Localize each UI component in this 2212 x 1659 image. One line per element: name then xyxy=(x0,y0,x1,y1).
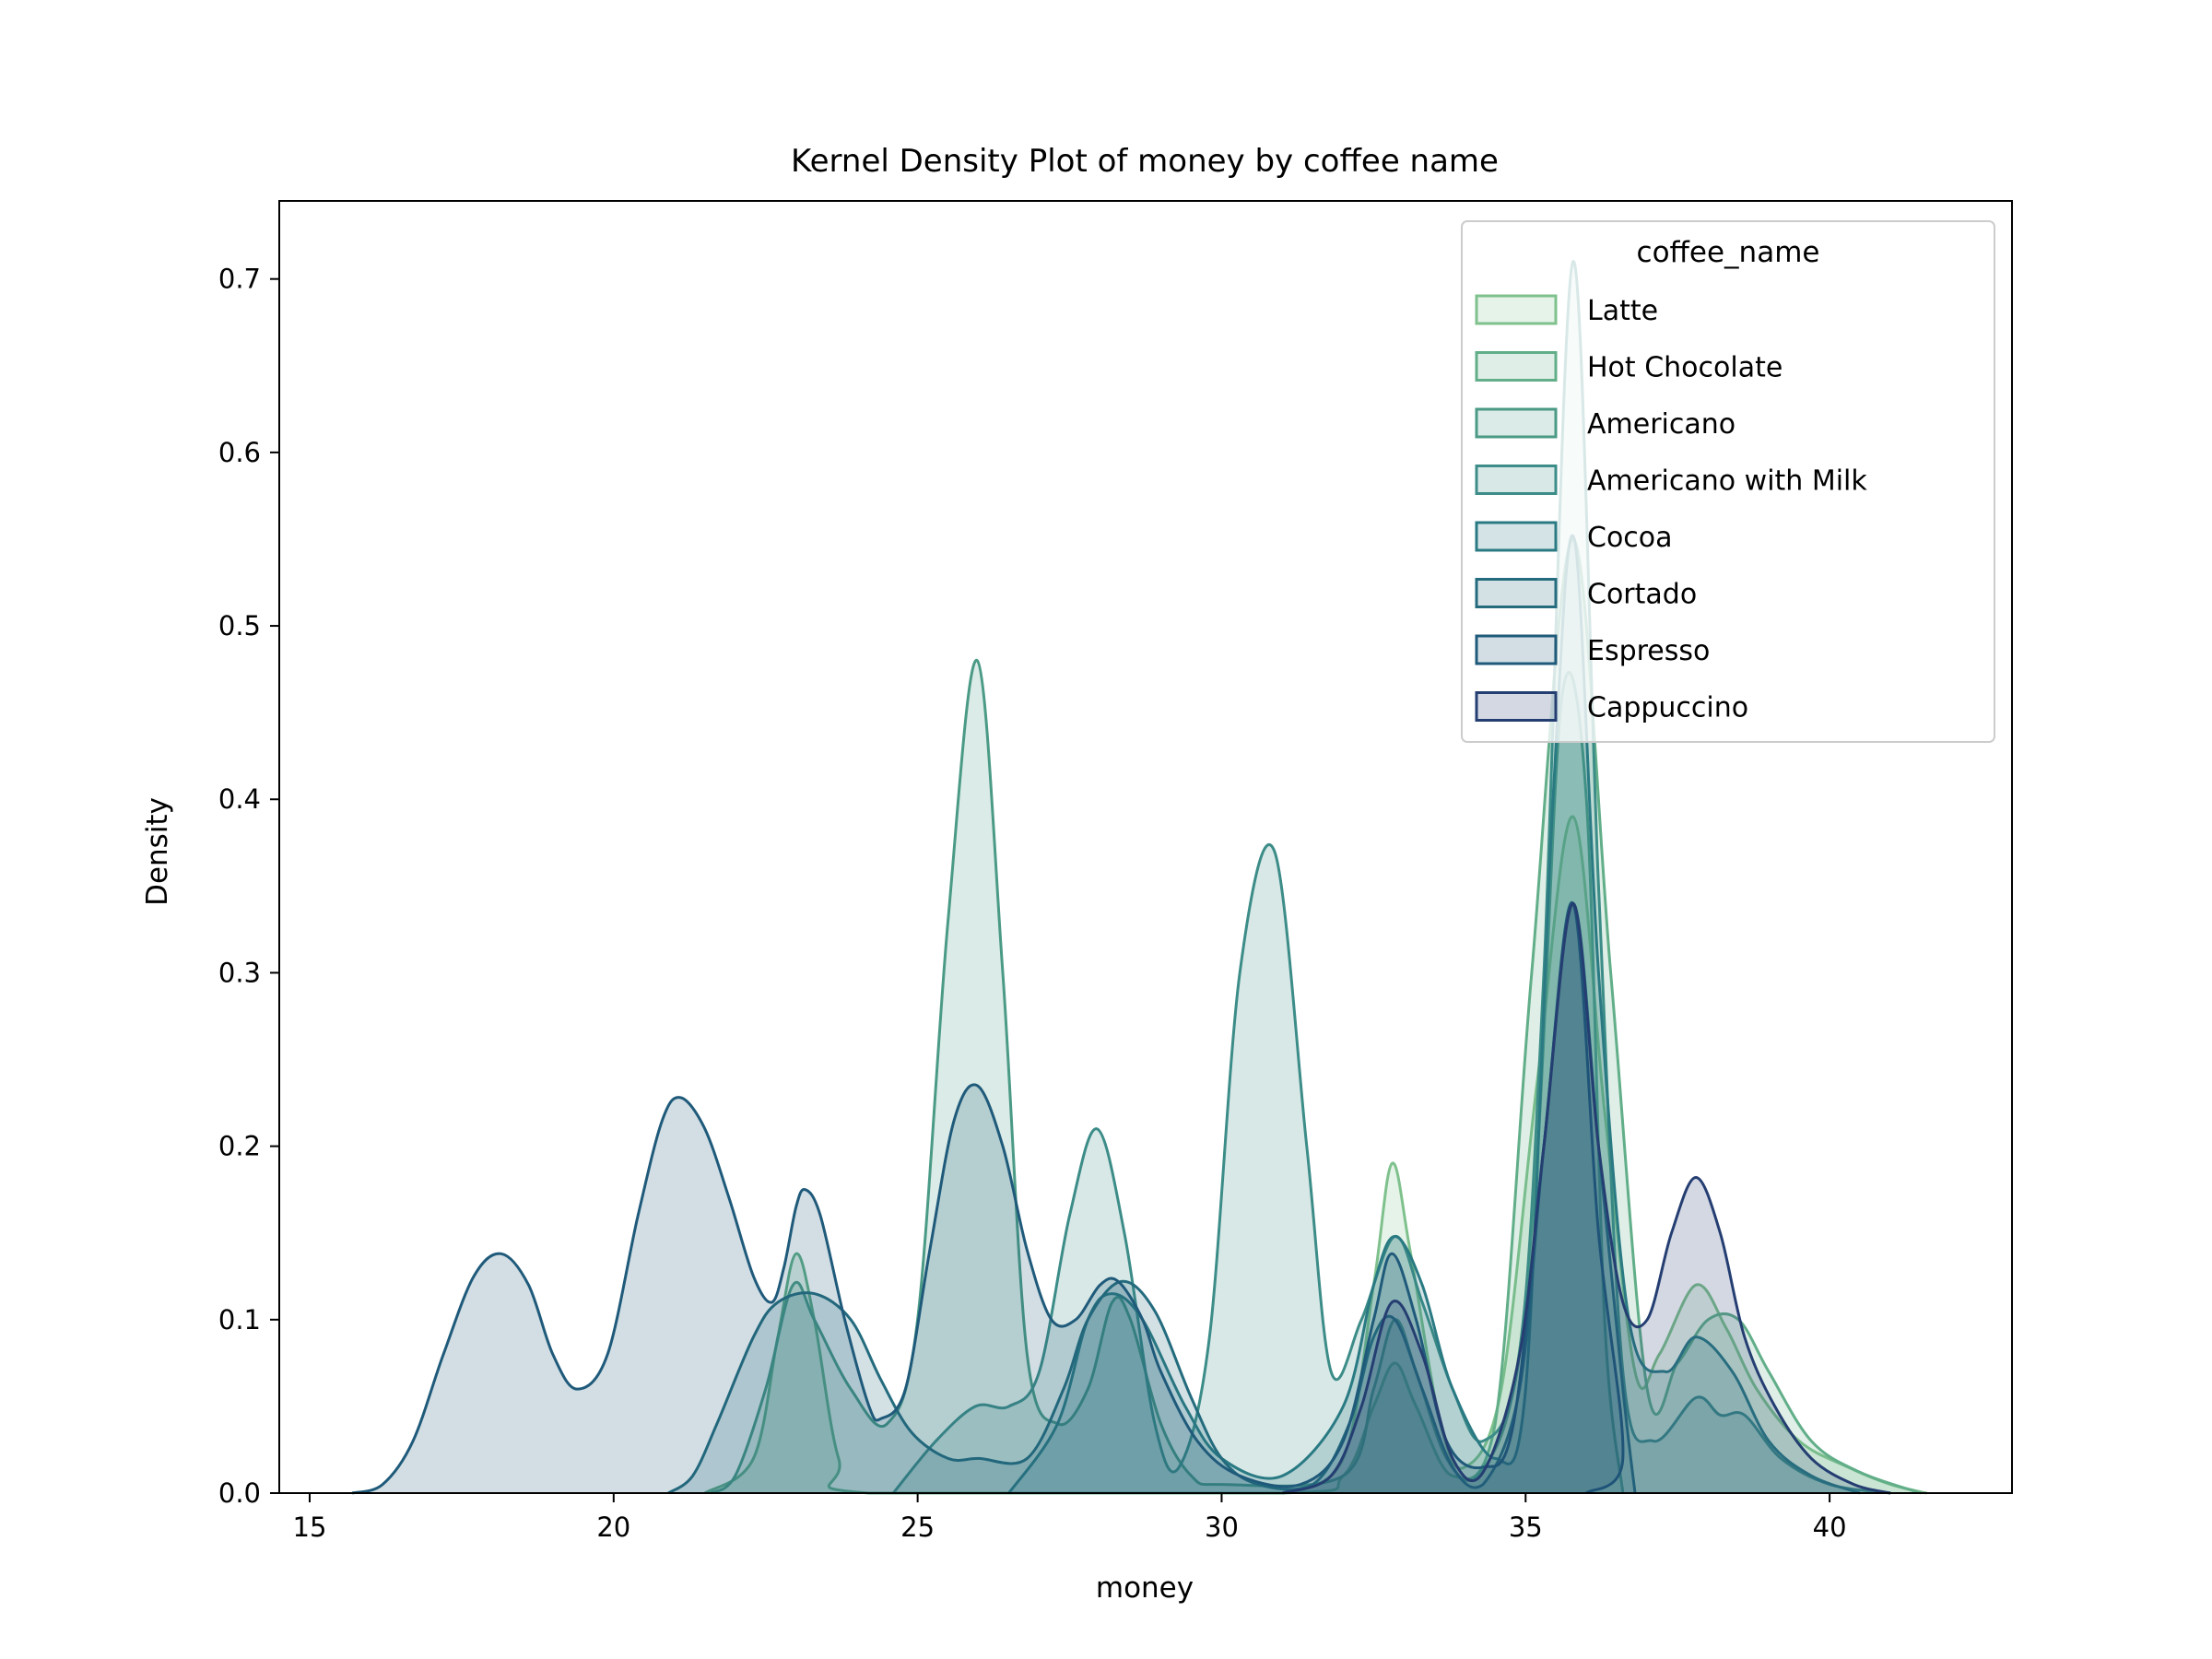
x-tick-label: 40 xyxy=(1813,1512,1847,1543)
axes: 15 20 25 30 35 40 0.0 0.1 0.2 0.3 0.4 0.5 0.6 0.7 xyxy=(218,200,2013,1543)
legend-swatch xyxy=(1475,691,1558,722)
legend-label: Cappuccino xyxy=(1587,692,1748,724)
density-area-espresso xyxy=(352,902,1623,1493)
y-axis-label: Density xyxy=(141,797,174,906)
y-tick-label: 0.2 xyxy=(218,1131,261,1162)
legend-swatch xyxy=(1475,465,1558,495)
legend-label: Cocoa xyxy=(1587,522,1673,554)
legend-label: Espresso xyxy=(1587,635,1710,667)
density-line-hot-chocolate xyxy=(703,537,1922,1495)
legend-swatch xyxy=(1475,578,1558,608)
legend-label: Cortado xyxy=(1587,579,1697,611)
y-tick-label: 0.4 xyxy=(218,783,261,815)
legend-item-americano-with-milk[interactable]: Americano with Milk xyxy=(1475,465,1867,498)
density-curves xyxy=(351,260,1927,1495)
x-tick-label: 25 xyxy=(900,1512,935,1543)
y-tick-label: 0.0 xyxy=(218,1477,261,1509)
density-line-latte xyxy=(1281,815,1927,1495)
legend-label: Hot Chocolate xyxy=(1587,352,1783,384)
plot-frame xyxy=(278,200,2013,1494)
x-tick-label: 35 xyxy=(1509,1512,1543,1543)
legend-swatch xyxy=(1475,407,1558,439)
density-area-cappuccino xyxy=(1282,903,1891,1493)
legend[interactable]: coffee_name Latte Hot Chocolate Americano Am… xyxy=(1461,220,1995,743)
density-area-americano xyxy=(711,660,1623,1493)
y-tick-label: 0.7 xyxy=(218,264,261,295)
density-area-americano-with-milk xyxy=(893,261,1891,1493)
legend-title: coffee_name xyxy=(1637,236,1820,269)
density-area-cortado xyxy=(668,903,1636,1493)
y-tick-label: 0.6 xyxy=(218,437,261,468)
legend-item-hot-chocolate[interactable]: Hot Chocolate xyxy=(1475,351,1783,384)
density-line-cocoa xyxy=(1007,534,1861,1495)
density-line-americano xyxy=(710,659,1625,1495)
x-tick-label: 20 xyxy=(596,1512,630,1543)
legend-label: Latte xyxy=(1587,295,1658,327)
chart-title: Kernel Density Plot of money by coffee n… xyxy=(791,143,1499,180)
density-area-hot-chocolate xyxy=(704,539,1922,1493)
y-tick-label: 0.3 xyxy=(218,957,261,988)
x-tick-label: 30 xyxy=(1205,1512,1239,1543)
legend-swatch xyxy=(1475,351,1558,382)
density-line-espresso xyxy=(351,900,1625,1495)
legend-box xyxy=(1461,220,1995,743)
legend-label: Americano with Milk xyxy=(1587,465,1867,498)
legend-swatch xyxy=(1475,634,1558,665)
legend-item-cocoa[interactable]: Cocoa xyxy=(1475,521,1673,554)
density-area-latte xyxy=(1282,816,1927,1493)
y-tick-label: 0.1 xyxy=(218,1304,261,1335)
y-tick-label: 0.5 xyxy=(218,610,261,641)
legend-swatch xyxy=(1475,521,1558,552)
density-area-cocoa xyxy=(1008,535,1861,1493)
legend-item-americano[interactable]: Americano xyxy=(1475,407,1735,441)
density-line-cappuccino xyxy=(1281,901,1891,1495)
legend-item-espresso[interactable]: Espresso xyxy=(1475,634,1710,667)
legend-item-latte[interactable]: Latte xyxy=(1475,294,1658,327)
legend-item-cappuccino[interactable]: Cappuccino xyxy=(1475,691,1748,724)
x-tick-label: 15 xyxy=(293,1512,327,1543)
legend-label: Americano xyxy=(1587,408,1735,441)
legend-item-cortado[interactable]: Cortado xyxy=(1475,578,1697,611)
x-axis-label: money xyxy=(1096,1571,1194,1605)
legend-swatch xyxy=(1475,294,1558,325)
